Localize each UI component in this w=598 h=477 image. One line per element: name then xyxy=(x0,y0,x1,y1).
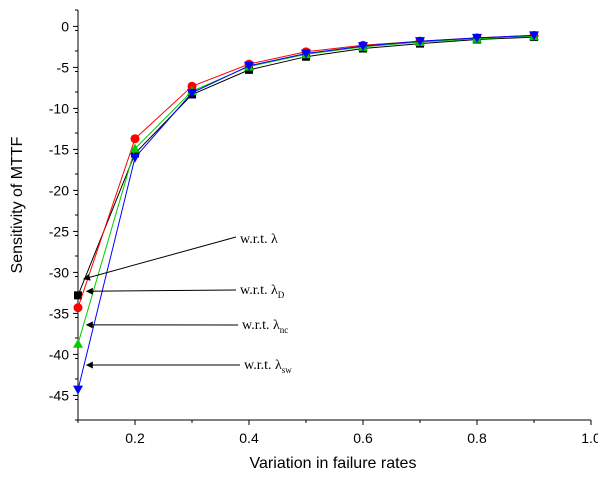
x-tick-label: 0.8 xyxy=(467,430,487,446)
x-tick-label: 0.4 xyxy=(239,430,259,446)
data-point xyxy=(131,149,139,158)
data-point xyxy=(130,153,140,163)
series-2 xyxy=(73,30,539,313)
data-point xyxy=(130,134,140,144)
annotation-subscript: nc xyxy=(280,325,289,335)
data-point xyxy=(130,143,140,153)
y-tick-label: -25 xyxy=(49,223,69,239)
data-point xyxy=(73,385,83,395)
annotation-subscript: sw xyxy=(282,365,293,375)
annotation-label: w.r.t. λsw xyxy=(244,358,292,375)
y-tick-label: -40 xyxy=(49,346,69,362)
annotation-label: w.r.t. λnc xyxy=(242,318,288,335)
data-point xyxy=(73,338,83,348)
data-point xyxy=(74,291,82,300)
annotations: w.r.t. λ w.r.t. λD w.r.t. λnc w.r.t. λsw xyxy=(83,232,292,375)
y-tick-label: -10 xyxy=(49,100,69,116)
x-tick-label: 0.2 xyxy=(125,430,145,446)
y-tick-label: -20 xyxy=(49,182,69,198)
x-axis-title: Variation in failure rates xyxy=(250,455,417,472)
series-line xyxy=(77,36,535,296)
series-4 xyxy=(73,31,539,395)
y-tick-label: -30 xyxy=(49,264,69,280)
y-tick-label: -5 xyxy=(57,59,70,75)
data-point xyxy=(73,303,83,313)
annotation-label: w.r.t. λ xyxy=(240,232,278,247)
series-1 xyxy=(74,33,538,300)
data-point xyxy=(244,61,254,71)
series-line xyxy=(77,34,535,308)
x-tick-label: 0.6 xyxy=(353,430,373,446)
y-axis-title: Sensitivity of MTTF xyxy=(9,136,26,273)
series-line xyxy=(77,34,535,390)
annotation-arrow xyxy=(85,287,237,295)
data-point xyxy=(415,37,425,47)
series-3 xyxy=(73,31,539,348)
data-point xyxy=(301,49,311,59)
series-line xyxy=(77,35,535,344)
annotation-subscript: D xyxy=(278,290,285,300)
y-tick-label: 0 xyxy=(61,18,69,34)
y-tick-label: -45 xyxy=(49,387,69,403)
x-tick-label: 1.0 xyxy=(581,430,598,446)
axes: 0 -5 -10 -15 -20 -25 -30 -35 -40 -45 0.2 0.4 0.6 0.8 1… xyxy=(49,9,598,446)
annotation-arrow xyxy=(83,236,237,281)
data-point xyxy=(472,33,482,43)
data-point xyxy=(529,31,539,41)
data-point xyxy=(187,88,197,98)
y-tick-label: -15 xyxy=(49,141,69,157)
y-tick-label: -35 xyxy=(49,305,69,321)
series-layer xyxy=(73,30,539,395)
annotation-label: w.r.t. λD xyxy=(240,283,285,300)
data-point xyxy=(358,42,368,52)
